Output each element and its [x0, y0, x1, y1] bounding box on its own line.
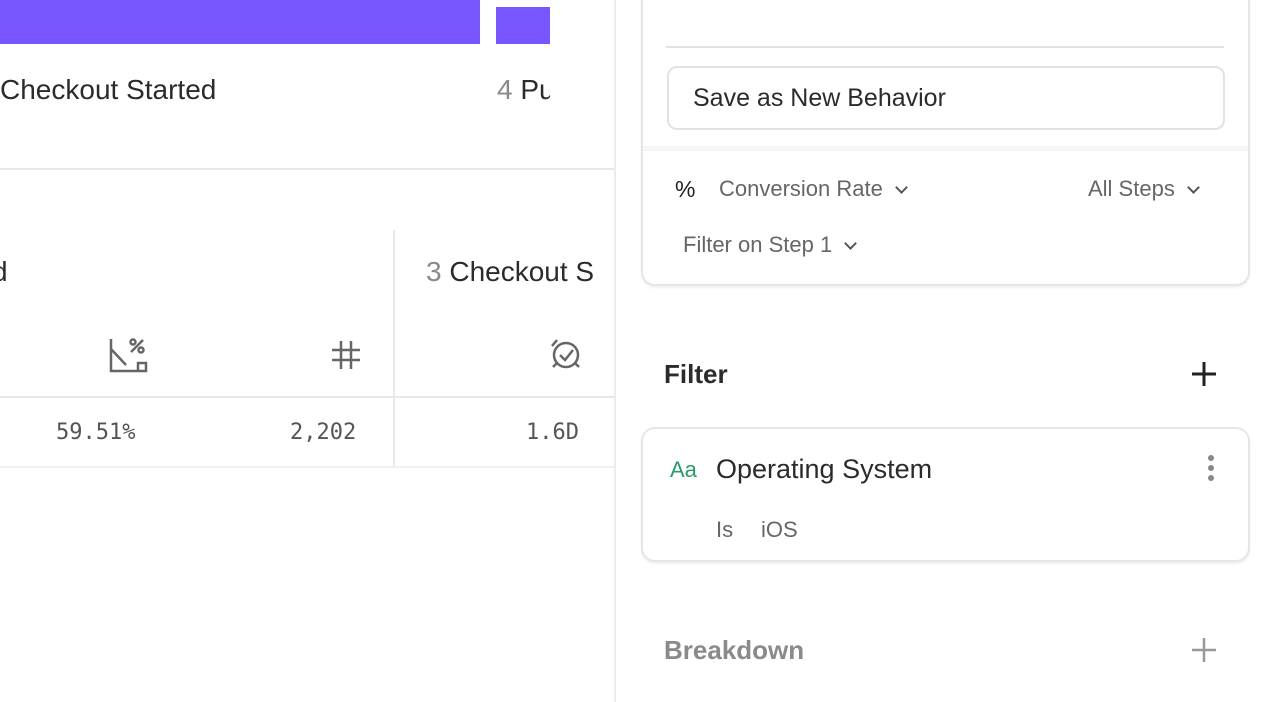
column-header: d — [0, 256, 8, 288]
filter-value[interactable]: iOS — [761, 517, 798, 542]
filter-operator[interactable]: Is — [716, 517, 734, 542]
row-divider — [0, 396, 615, 398]
percent-icon: % — [675, 176, 696, 202]
plus-icon — [1192, 362, 1216, 386]
panel-divider — [614, 0, 616, 702]
chevron-down-icon — [844, 237, 858, 250]
breakdown-section-title: Breakdown — [664, 635, 805, 665]
bar-step-2 — [0, 0, 480, 44]
save-as-new-behavior-button[interactable]: Save as New Behavior — [667, 66, 1225, 130]
filter-section-title: Filter — [664, 359, 728, 389]
more-options-icon[interactable] — [1206, 455, 1216, 485]
row-divider — [0, 466, 615, 468]
table-row: 59.51% 2,202 1.6D — [0, 398, 615, 466]
add-filter-button[interactable] — [1190, 360, 1218, 388]
bar-step-4 — [496, 7, 550, 44]
steps-dropdown[interactable]: All Steps — [1088, 176, 1200, 202]
time-value: 1.6D — [526, 420, 579, 445]
count-hash-icon[interactable] — [330, 339, 362, 371]
count-value: 2,202 — [290, 420, 357, 445]
metric-card: Save as New Behavior % Conversion Rate A… — [641, 0, 1250, 286]
column-divider — [393, 230, 395, 467]
chevron-down-icon — [1186, 181, 1200, 194]
chevron-down-icon — [895, 181, 908, 194]
string-type-icon: Aa — [670, 457, 697, 482]
filter-item-card[interactable]: Aa Operating System Is iOS — [641, 427, 1250, 562]
filter-property[interactable]: Operating System — [716, 454, 933, 484]
divider — [666, 46, 1224, 48]
divider — [0, 168, 615, 170]
conversion-value: 59.51% — [56, 420, 136, 445]
step-label: Checkout Started — [0, 74, 217, 105]
step-label: 4 Pu — [497, 74, 550, 105]
time-to-convert-icon[interactable] — [549, 337, 583, 371]
conversion-rate-icon[interactable] — [108, 336, 148, 374]
divider — [643, 146, 1248, 151]
filter-step-dropdown[interactable]: Filter on Step 1 — [683, 232, 858, 258]
measure-dropdown[interactable]: Conversion Rate — [719, 176, 908, 202]
column-header[interactable]: 3 Checkout S — [426, 256, 595, 287]
plus-icon — [1192, 638, 1216, 662]
add-breakdown-button[interactable] — [1190, 636, 1218, 664]
